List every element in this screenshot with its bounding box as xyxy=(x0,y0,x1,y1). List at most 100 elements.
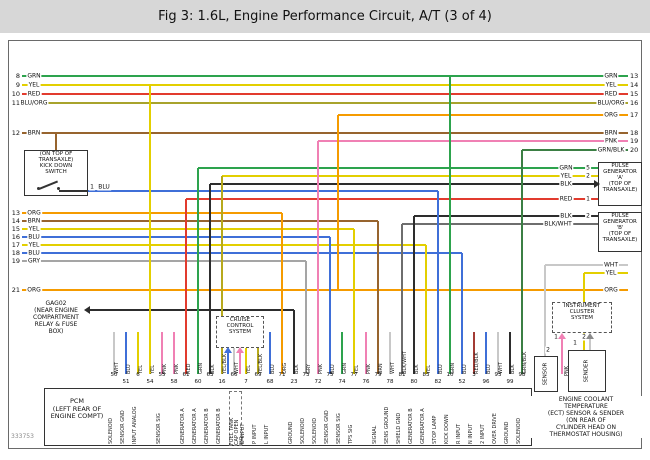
wire-v xyxy=(185,199,187,374)
small-label: 1 xyxy=(572,339,578,347)
ect-sensor: SENSOR xyxy=(534,356,558,392)
wire-h xyxy=(22,236,330,238)
arrow-left-icon xyxy=(84,306,90,314)
pulse-generator-b: PULSE GENERATOR 'B' (TOP OF TRANSAXLE) xyxy=(598,212,642,252)
pcm-pin-function: SIGNAL xyxy=(372,425,378,444)
wire-v xyxy=(221,176,223,374)
pin-number: 75 xyxy=(326,372,334,378)
pcm-pin-function: L INPUT xyxy=(264,424,270,444)
kick-down-switch: (ON TOP OF TRANSAXLE) KICK DOWN SWITCH xyxy=(24,150,88,196)
pin-number: 77 xyxy=(350,372,358,378)
wire-h xyxy=(210,183,594,185)
arrow-up-icon xyxy=(224,347,232,353)
pin-number: 98 xyxy=(518,372,526,378)
small-label: BLK xyxy=(559,212,573,220)
wire-v xyxy=(497,332,499,374)
ect-sender-label: SENDER xyxy=(583,359,590,383)
arrow-up-icon xyxy=(586,333,594,339)
pcm-pin-function: GROUND xyxy=(288,421,294,444)
wire-v xyxy=(437,191,439,374)
wire-h xyxy=(198,167,598,169)
wire-v xyxy=(257,332,259,374)
wire-v xyxy=(281,213,283,374)
cruise-control-system: CRUISE CONTROL SYSTEM xyxy=(216,316,264,348)
wire-v xyxy=(227,352,229,374)
pcm-pin-function: N INPUT xyxy=(468,423,474,444)
pin-number: 14 xyxy=(630,81,639,89)
pin-number: 93 xyxy=(494,372,502,378)
small-label: BLU xyxy=(97,183,111,191)
wire-v xyxy=(305,261,307,374)
arrow-up-icon xyxy=(558,333,566,339)
pin-number: 72 xyxy=(314,379,322,385)
wire-color-label: PNK xyxy=(318,363,324,374)
wire-color-label: ORG xyxy=(603,286,619,294)
wire-h xyxy=(22,244,426,246)
wire-h xyxy=(22,212,282,214)
wire-color-label: YEL/BLK xyxy=(258,353,264,374)
pcm-pin-function: OVER DRIVE xyxy=(492,413,498,444)
wire-color-label: GRN xyxy=(342,362,348,374)
pcm-pin-function: SHIELD GND xyxy=(396,412,402,444)
wire-color-label: BLU xyxy=(27,233,41,241)
pcm-pin-function: SENSOR GND xyxy=(120,410,126,444)
pin-number: 12 xyxy=(11,129,20,137)
wire-v xyxy=(425,245,427,374)
small-label: 2 xyxy=(585,172,591,180)
wire-color-label: PNK xyxy=(174,363,180,374)
pcm-pin-function: SENS GROUND xyxy=(384,406,390,444)
wire-h xyxy=(402,223,598,225)
pin-number: 16 xyxy=(630,99,639,107)
wire-color-label: BLU xyxy=(270,364,276,374)
pin-number: 78 xyxy=(386,379,394,385)
pcm-pin-function: INPUT ANALOG xyxy=(132,406,138,444)
pin-number: 58 xyxy=(170,379,178,385)
pin-number: 16 xyxy=(11,233,20,241)
small-label: 2 xyxy=(581,333,587,341)
wire-color-label: BLU xyxy=(486,364,492,374)
wire-h xyxy=(59,190,88,192)
pin-number: 7 xyxy=(244,379,248,385)
pcm-pin-function: SOLENOID xyxy=(312,417,318,444)
wire-v xyxy=(413,216,415,374)
wire-h xyxy=(22,75,628,77)
wire-color-label: WHT xyxy=(390,362,396,374)
switch-contact xyxy=(37,187,40,190)
wire-color-label: WHT xyxy=(498,362,504,374)
wire-v xyxy=(173,332,175,374)
wire-h xyxy=(318,140,628,142)
pin-number: 69 xyxy=(254,372,262,378)
pcm-pin-function: SENSOR SIG xyxy=(156,413,162,444)
wire-color-label: YEL xyxy=(27,81,41,89)
pin-number: 6 xyxy=(136,372,140,378)
wire-color-label: BRN xyxy=(26,129,42,137)
wire-color-label: BLK xyxy=(510,364,516,375)
pin-number: 66 xyxy=(230,372,238,378)
wire-h xyxy=(222,175,598,177)
wire-color-label: WHT xyxy=(114,362,120,374)
wire-color-label: YEL xyxy=(27,225,41,233)
wire-v xyxy=(544,265,546,356)
small-label: 1 xyxy=(553,333,559,341)
pin-number: 55 xyxy=(158,372,166,378)
wire-v xyxy=(149,85,151,374)
wire-v xyxy=(329,237,331,374)
pcm xyxy=(44,388,532,446)
wire-v xyxy=(55,133,57,150)
wire-v xyxy=(461,253,463,374)
pcm-pin-function: SENSOR GND xyxy=(324,410,330,444)
wire-h xyxy=(545,264,628,266)
wire-color-label: BLK xyxy=(210,364,216,375)
pin-number: 71 xyxy=(278,372,286,378)
wire-color-label: ORG xyxy=(603,111,619,119)
pcm-pin-function: STOP LAMP xyxy=(432,415,438,444)
wire-h xyxy=(22,84,628,86)
wire-color-label: GRN xyxy=(198,362,204,374)
gag02-label: GAG02 (NEAR ENGINE COMPARTMENT RELAY & FUSE… xyxy=(26,300,86,336)
wire-v xyxy=(233,332,235,374)
ect-sender: SENDER xyxy=(568,350,606,392)
wire-h xyxy=(22,260,306,262)
wire-h xyxy=(22,93,628,95)
pin-number: 60 xyxy=(194,379,202,385)
wire-color-label: YEL xyxy=(27,241,41,249)
